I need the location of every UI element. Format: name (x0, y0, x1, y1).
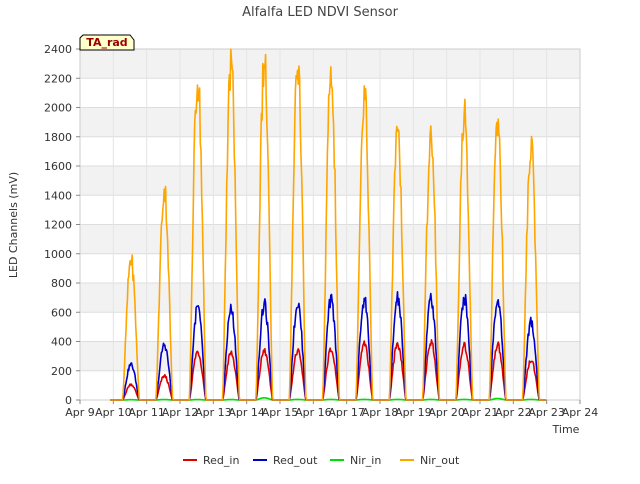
x-tick-label: Apr 21 (462, 406, 499, 419)
y-tick-label: 2000 (44, 102, 72, 115)
y-tick-label: 1800 (44, 131, 72, 144)
grid-band (80, 107, 580, 137)
series-line-nir-out (109, 48, 547, 401)
y-tick-label: 200 (51, 365, 72, 378)
x-tick-label: Apr 10 (95, 406, 132, 419)
x-tick-label: Apr 23 (528, 406, 565, 419)
x-tick-label: Apr 11 (128, 406, 165, 419)
x-tick-label: Apr 22 (495, 406, 532, 419)
x-tick-label: Apr 16 (295, 406, 332, 419)
y-tick-label: 1200 (44, 219, 72, 232)
y-tick-label: 2400 (44, 43, 72, 56)
x-tick-label: Apr 18 (362, 406, 399, 419)
badge-text: TA_rad (86, 36, 127, 49)
grid-band (80, 166, 580, 196)
chart-title: Alfalfa LED NDVI Sensor (242, 5, 399, 20)
x-tick-label: Apr 12 (162, 406, 199, 419)
x-tick-label: Apr 15 (262, 406, 299, 419)
badge-box (79, 34, 135, 51)
y-tick-label: 1000 (44, 248, 72, 261)
y-tick-label: 1400 (44, 189, 72, 202)
y-tick-label: 600 (51, 306, 72, 319)
legend-label: Red_in (203, 454, 239, 467)
x-tick-label: Apr 20 (428, 406, 465, 419)
y-tick-label: 0 (65, 394, 72, 407)
y-axis-label: LED Channels (mV) (7, 172, 20, 278)
x-tick-label: Apr 14 (228, 406, 265, 419)
legend-label: Nir_in (350, 454, 381, 467)
legend-label: Nir_out (420, 454, 460, 467)
x-tick-label: Apr 17 (328, 406, 365, 419)
y-tick-label: 1600 (44, 160, 72, 173)
legend-label: Red_out (273, 454, 318, 467)
x-tick-label: Apr 9 (65, 406, 95, 419)
x-tick-label: Apr 13 (195, 406, 232, 419)
x-tick-label: Apr 24 (562, 406, 599, 419)
badge: TA_rad (79, 34, 135, 51)
y-tick-label: 400 (51, 336, 72, 349)
grid-band (80, 224, 580, 254)
y-tick-label: 2200 (44, 72, 72, 85)
y-tick-label: 800 (51, 277, 72, 290)
x-tick-label: Apr 19 (395, 406, 432, 419)
legend: Red_in Red_out Nir_in Nir_out (183, 454, 460, 467)
x-axis-label: Time (552, 423, 580, 436)
